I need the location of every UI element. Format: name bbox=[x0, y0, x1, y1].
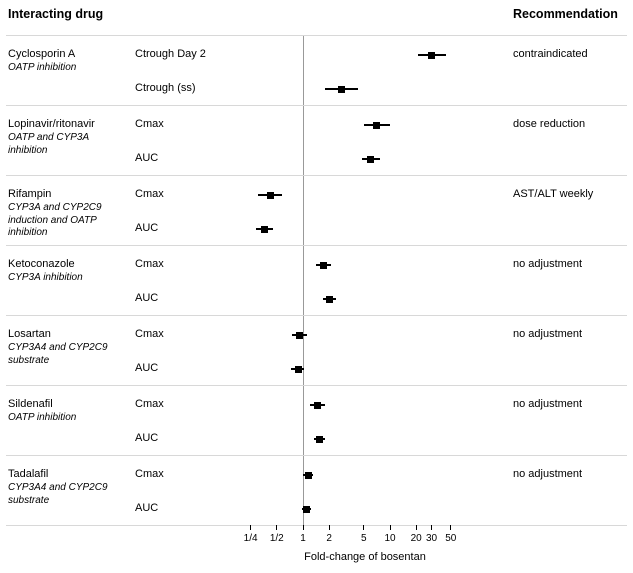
drug-name: Lopinavir/ritonavir bbox=[8, 118, 95, 130]
drug-name: Losartan bbox=[8, 328, 51, 340]
axis-tick bbox=[328, 525, 330, 530]
recommendation-label: AST/ALT weekly bbox=[513, 188, 594, 200]
point-estimate bbox=[316, 435, 324, 443]
axis-tick bbox=[276, 525, 278, 530]
measure-label: Cmax bbox=[135, 468, 164, 480]
drug-name: Sildenafil bbox=[8, 398, 53, 410]
section-divider bbox=[6, 315, 627, 316]
measure-label: Cmax bbox=[135, 258, 164, 270]
measure-label: AUC bbox=[135, 362, 159, 374]
axis-tick-label: 1/4 bbox=[243, 533, 258, 544]
drug-mechanism: OATP inhibition bbox=[8, 62, 77, 73]
measure-label: Ctrough Day 2 bbox=[135, 48, 206, 60]
point-estimate bbox=[260, 225, 268, 233]
axis-tick-label: 1/2 bbox=[269, 533, 284, 544]
measure-label: AUC bbox=[135, 502, 159, 514]
axis-tick bbox=[450, 525, 452, 530]
section-divider bbox=[6, 105, 627, 106]
axis-tick-label: 2 bbox=[326, 533, 332, 544]
drug-name: Tadalafil bbox=[8, 468, 49, 480]
measure-label: Cmax bbox=[135, 328, 164, 340]
point-estimate bbox=[325, 295, 333, 303]
section-divider bbox=[6, 455, 627, 456]
point-estimate bbox=[294, 365, 302, 373]
point-estimate bbox=[319, 261, 327, 269]
reference-line bbox=[302, 35, 304, 525]
x-axis-label: Fold-change of bosentan bbox=[304, 551, 426, 563]
axis-tick bbox=[431, 525, 432, 530]
measure-label: AUC bbox=[135, 152, 159, 164]
measure-label: AUC bbox=[135, 222, 159, 234]
point-estimate bbox=[367, 155, 375, 163]
recommendation-label: no adjustment bbox=[513, 398, 583, 410]
column-header-interacting-drug: Interacting drug bbox=[8, 7, 104, 21]
drug-name: Ketoconazole bbox=[8, 258, 75, 270]
point-estimate bbox=[303, 505, 311, 513]
recommendation-label: no adjustment bbox=[513, 258, 583, 270]
recommendation-label: dose reduction bbox=[513, 118, 586, 130]
drug-name: Rifampin bbox=[8, 188, 52, 200]
axis-tick-label: 30 bbox=[425, 533, 438, 544]
point-estimate bbox=[428, 51, 435, 59]
column-header-recommendation: Recommendation bbox=[513, 7, 618, 21]
axis-tick-label: 20 bbox=[410, 533, 422, 544]
drug-mechanism: OATP and CYP3A inhibition bbox=[8, 132, 89, 156]
point-estimate bbox=[295, 331, 303, 339]
measure-label: Cmax bbox=[135, 188, 164, 200]
point-estimate bbox=[304, 471, 312, 479]
axis-tick-label: 1 bbox=[300, 533, 306, 544]
point-estimate bbox=[313, 401, 321, 409]
recommendation-label: no adjustment bbox=[513, 328, 583, 340]
recommendation-label: contraindicated bbox=[513, 48, 588, 60]
drug-mechanism: CYP3A and CYP2C9 induction and OATP inhi… bbox=[8, 202, 102, 238]
section-divider bbox=[6, 525, 627, 526]
drug-mechanism: CYP3A4 and CYP2C9 substrate bbox=[8, 482, 108, 506]
axis-tick bbox=[302, 525, 304, 530]
section-divider bbox=[6, 175, 627, 176]
axis-tick-label: 10 bbox=[384, 533, 396, 544]
section-divider bbox=[6, 35, 627, 36]
recommendation-label: no adjustment bbox=[513, 468, 583, 480]
section-divider bbox=[6, 245, 627, 246]
point-estimate bbox=[266, 191, 274, 199]
point-estimate bbox=[338, 85, 346, 93]
measure-label: AUC bbox=[135, 292, 159, 304]
axis-tick bbox=[363, 525, 365, 530]
drug-mechanism: CYP3A4 and CYP2C9 substrate bbox=[8, 342, 108, 366]
drug-mechanism: OATP inhibition bbox=[8, 412, 77, 423]
point-estimate bbox=[373, 121, 381, 129]
axis-tick-label: 50 bbox=[445, 533, 457, 544]
axis-tick bbox=[389, 525, 391, 530]
measure-label: Cmax bbox=[135, 118, 164, 130]
measure-label: Ctrough (ss) bbox=[135, 82, 196, 94]
axis-tick bbox=[250, 525, 252, 530]
measure-label: Cmax bbox=[135, 398, 164, 410]
measure-label: AUC bbox=[135, 432, 159, 444]
drug-name: Cyclosporin A bbox=[8, 48, 76, 60]
drug-mechanism: CYP3A inhibition bbox=[8, 272, 83, 283]
section-divider bbox=[6, 385, 627, 386]
axis-tick-label: 5 bbox=[361, 533, 367, 544]
axis-tick bbox=[415, 525, 417, 530]
